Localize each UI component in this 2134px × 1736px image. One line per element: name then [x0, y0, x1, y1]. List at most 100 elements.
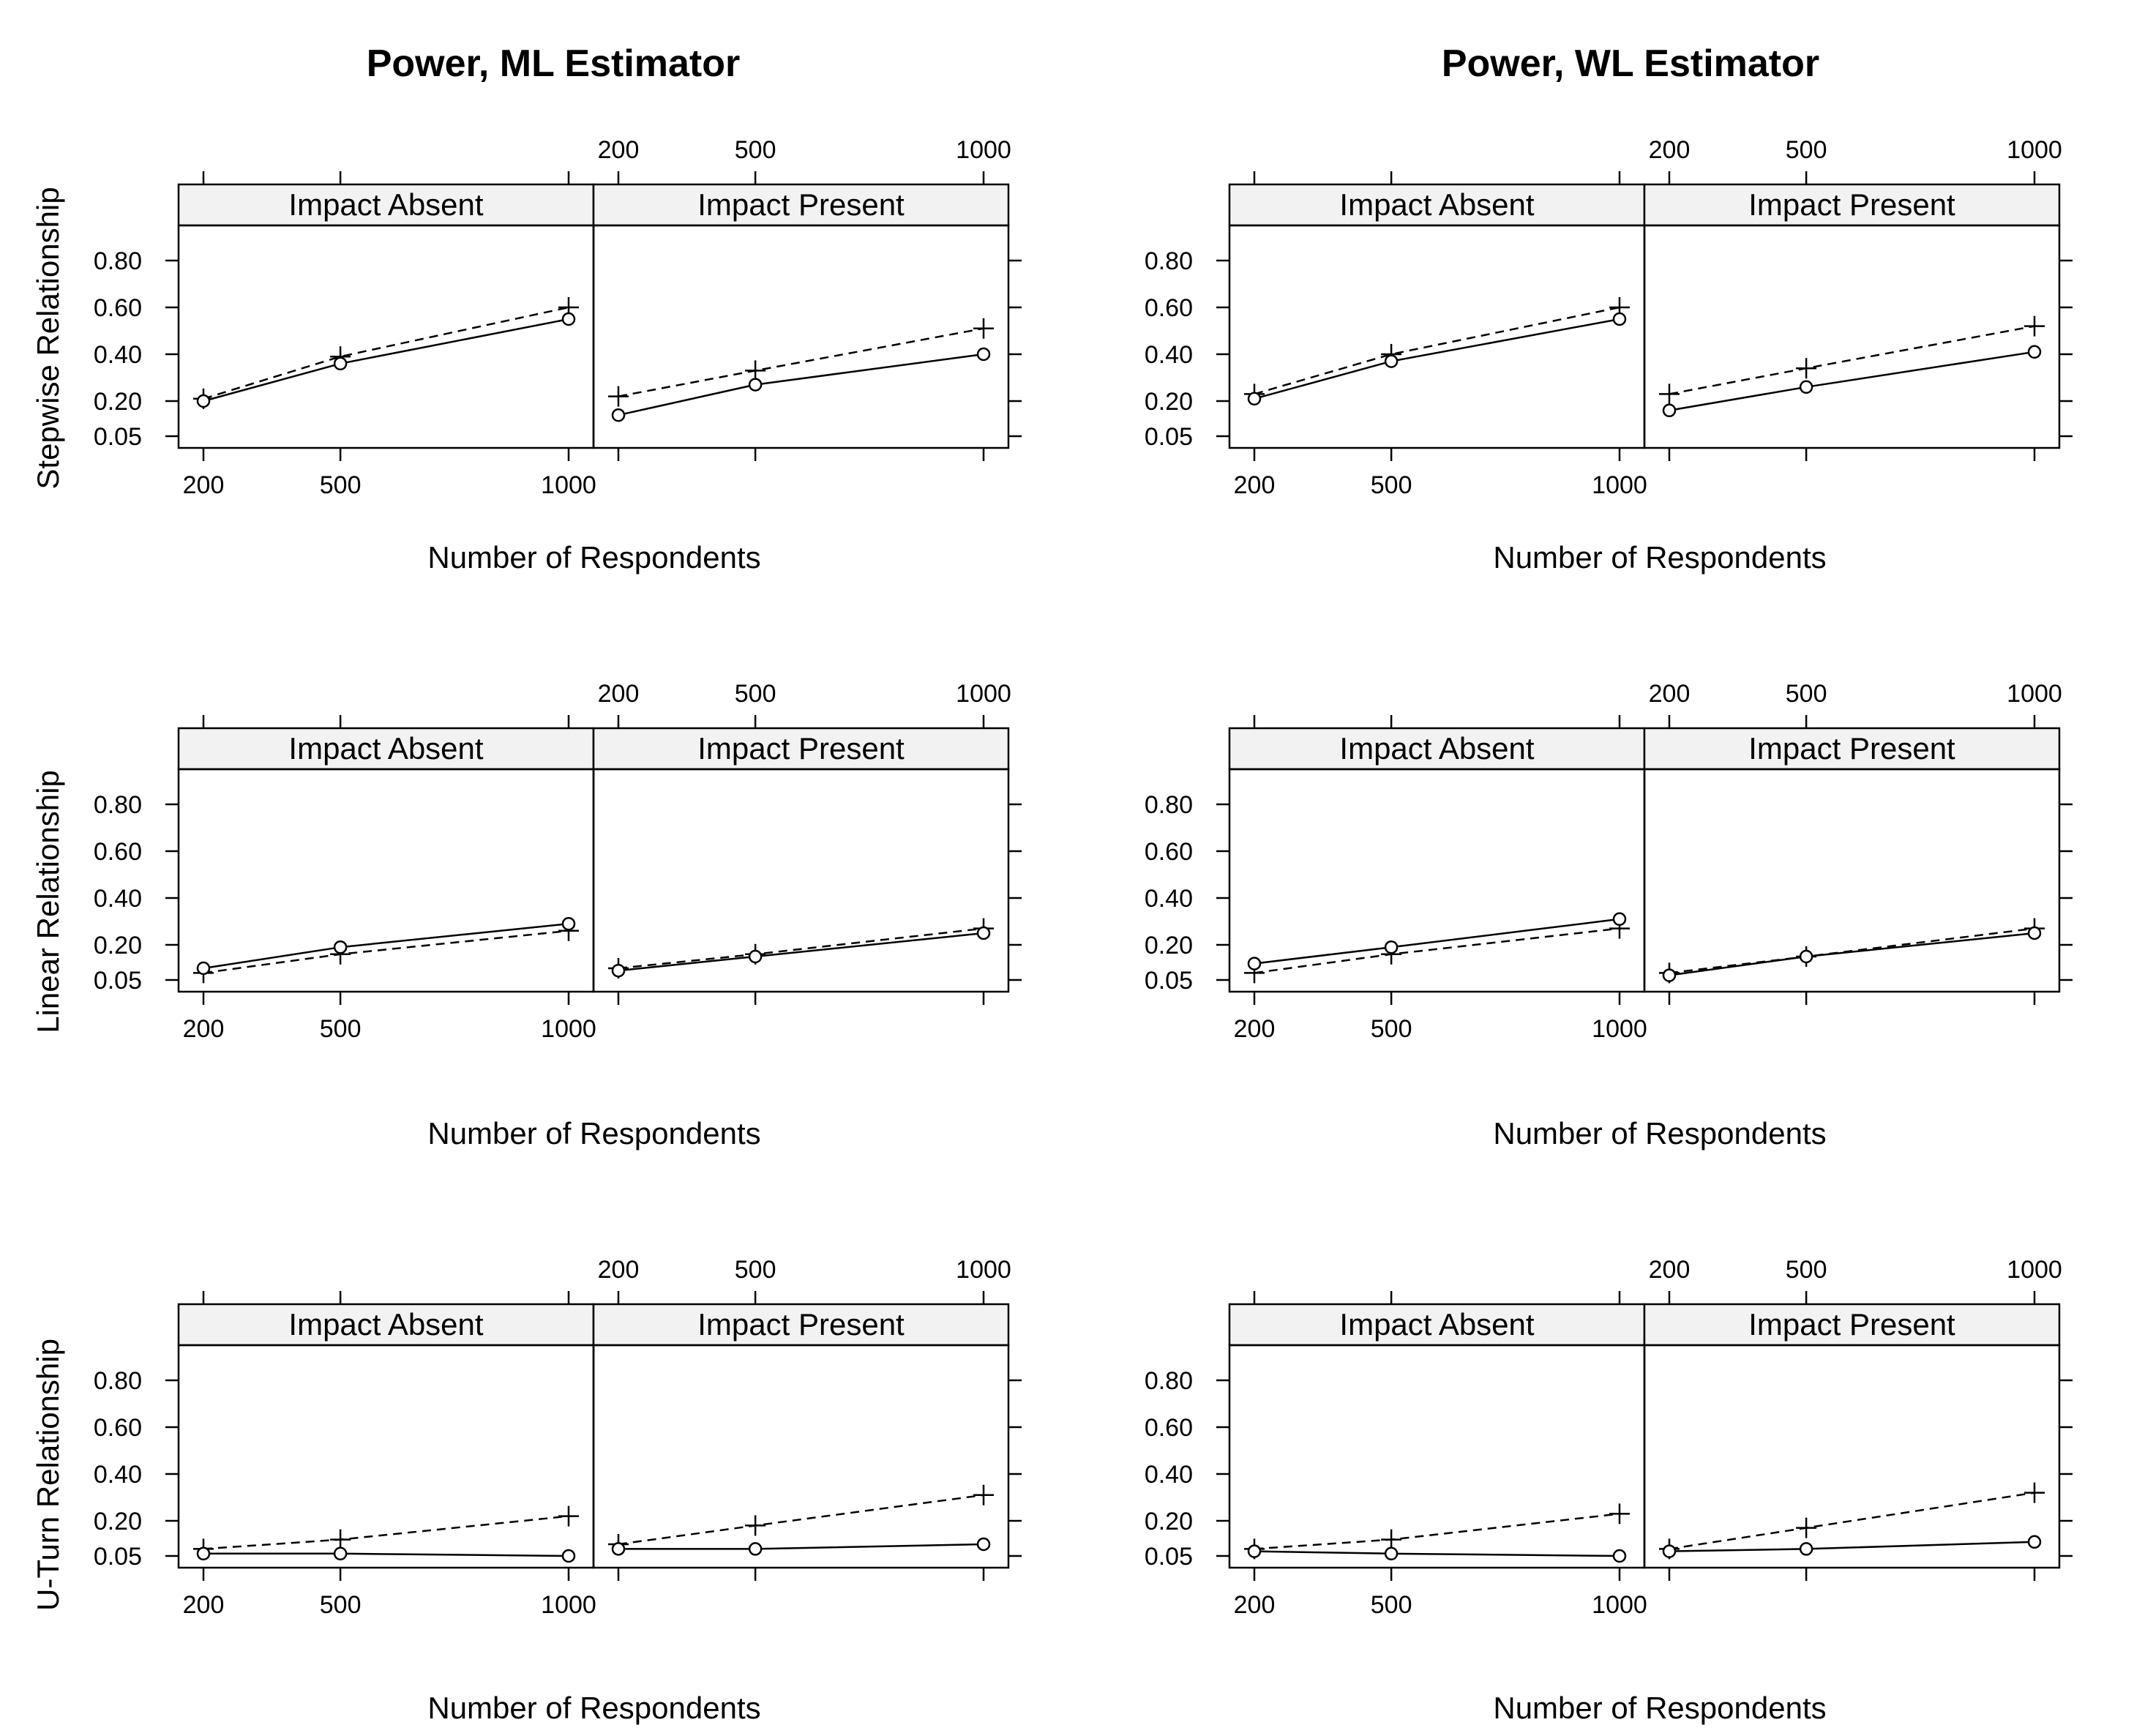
circle-marker: [1247, 1544, 1262, 1558]
circle-marker: [333, 1546, 348, 1561]
x-axis-label: Number of Respondents: [427, 1691, 760, 1725]
y-tick-label: 0.20: [94, 388, 142, 416]
x-tick-label: 1000: [956, 1256, 1011, 1284]
y-tick-label: 0.40: [1145, 885, 1193, 913]
series-line-dashed: [1254, 306, 1620, 395]
x-axis-label: Number of Respondents: [1493, 1116, 1826, 1151]
panel-strip: [1643, 183, 2061, 227]
panel: Impact Absent 200 500 1000: [1228, 1291, 1647, 1619]
panel-strip: [1643, 1303, 2061, 1347]
circle-marker: [333, 940, 348, 954]
strip-label: Impact Present: [1748, 1307, 1955, 1342]
y-tick-label: 0.20: [1145, 932, 1193, 959]
row-label-u-turn: U-Turn Relationship: [31, 1339, 65, 1611]
panel: Impact Absent 200 500 1000: [177, 715, 596, 1043]
plus-marker: [330, 1529, 351, 1550]
y-tick-label: 0.60: [94, 838, 142, 866]
x-tick-label: 500: [1371, 1591, 1412, 1619]
x-tick-label: 500: [320, 1591, 362, 1619]
circle-marker: [1612, 1549, 1627, 1563]
y-tick-label: 0.80: [94, 247, 142, 275]
panel: Impact Present 200 500 1000: [592, 680, 1011, 1005]
circle-marker: [1384, 940, 1399, 954]
circle-marker: [1384, 1546, 1399, 1561]
x-tick-label: 500: [1786, 136, 1827, 164]
x-axis-label: Number of Respondents: [427, 540, 760, 575]
panel: Impact Absent 200 500 1000: [1228, 171, 1647, 499]
x-axis-label: Number of Respondents: [427, 1116, 760, 1151]
plus-marker: [1659, 384, 1680, 405]
y-tick-label: 0.60: [94, 294, 142, 322]
y-tick-label: 0.40: [94, 1461, 142, 1489]
panel-strip: [1228, 727, 1646, 771]
circle-marker: [196, 1546, 211, 1561]
x-axis-label: Number of Respondents: [1493, 1691, 1826, 1725]
plus-marker: [1381, 1529, 1402, 1550]
y-tick-label: 0.05: [94, 1543, 142, 1571]
circle-marker: [333, 356, 348, 371]
x-tick-label: 500: [735, 136, 776, 164]
x-tick-label: 1000: [541, 1591, 596, 1619]
circle-marker: [561, 916, 576, 931]
panel-strip: [1643, 727, 2061, 771]
x-tick-label: 200: [1234, 1591, 1276, 1619]
panel-frame: [1643, 1344, 2061, 1569]
y-tick-label: 0.20: [1145, 388, 1193, 416]
panel: Impact Present 200 500 1000: [592, 136, 1011, 461]
y-tick-label: 0.40: [1145, 1461, 1193, 1489]
x-tick-label: 1000: [956, 680, 1011, 708]
y-tick-label: 0.05: [94, 423, 142, 451]
column-title-wl: Power, WL Estimator: [1442, 42, 1819, 85]
x-tick-label: 500: [1786, 680, 1827, 708]
y-tick-label: 0.05: [1145, 967, 1193, 995]
chart-cell: Impact Absent 200 500 1000 Impact Present 200…: [1145, 1256, 2073, 1619]
plus-marker: [973, 1484, 994, 1505]
plus-marker: [973, 318, 994, 339]
y-tick-label: 0.20: [94, 1508, 142, 1535]
x-tick-label: 200: [1649, 136, 1691, 164]
row-label-stepwise: Stepwise Relationship: [31, 187, 65, 489]
x-tick-label: 500: [320, 471, 362, 499]
circle-marker: [561, 1549, 576, 1563]
x-tick-label: 500: [1786, 1256, 1827, 1284]
strip-label: Impact Absent: [288, 731, 483, 766]
panel-frame: [592, 768, 1010, 993]
y-tick-label: 0.60: [1145, 294, 1193, 322]
strip-label: Impact Absent: [288, 1307, 483, 1342]
strip-label: Impact Absent: [288, 187, 483, 222]
circle-marker: [748, 1542, 763, 1556]
column-title-ml: Power, ML Estimator: [367, 42, 741, 85]
panel-strip: [177, 183, 595, 227]
plus-marker: [745, 1515, 766, 1536]
chart-cell: Impact Absent 200 500 1000 Impact Present 200…: [94, 680, 1022, 1043]
chart-cell: Impact Absent 200 500 1000 Impact Present 200…: [1145, 680, 2073, 1043]
strip-label: Impact Absent: [1339, 187, 1534, 222]
x-axis-label: Number of Respondents: [1493, 540, 1826, 575]
x-tick-label: 1000: [541, 1015, 596, 1043]
panel: Impact Present 200 500 1000: [1643, 680, 2062, 1005]
strip-label: Impact Present: [1748, 187, 1955, 222]
strip-label: Impact Present: [697, 187, 905, 222]
panel-frame: [1643, 768, 2061, 993]
y-tick-label: 0.80: [94, 791, 142, 819]
circle-marker: [1612, 912, 1627, 927]
x-tick-label: 200: [183, 1015, 225, 1043]
x-tick-label: 200: [598, 1256, 640, 1284]
circle-marker: [1247, 957, 1262, 970]
x-tick-label: 1000: [1592, 1591, 1647, 1619]
circle-marker: [1662, 403, 1677, 418]
panel: Impact Present 200 500 1000: [1643, 136, 2062, 461]
strip-label: Impact Present: [697, 731, 905, 766]
x-tick-label: 200: [183, 471, 225, 499]
circle-marker: [1799, 1542, 1813, 1556]
y-tick-label: 0.40: [1145, 341, 1193, 369]
strip-label: Impact Present: [1748, 731, 1955, 766]
circle-marker: [748, 378, 763, 392]
chart-cell: Impact Absent 200 500 1000 Impact Present 200…: [94, 1256, 1022, 1619]
x-tick-label: 500: [320, 1015, 362, 1043]
circle-marker: [1662, 1544, 1677, 1558]
series-line-dashed: [203, 306, 569, 400]
circle-marker: [611, 408, 626, 422]
panel: Impact Present 200 500 1000: [592, 1256, 1011, 1581]
